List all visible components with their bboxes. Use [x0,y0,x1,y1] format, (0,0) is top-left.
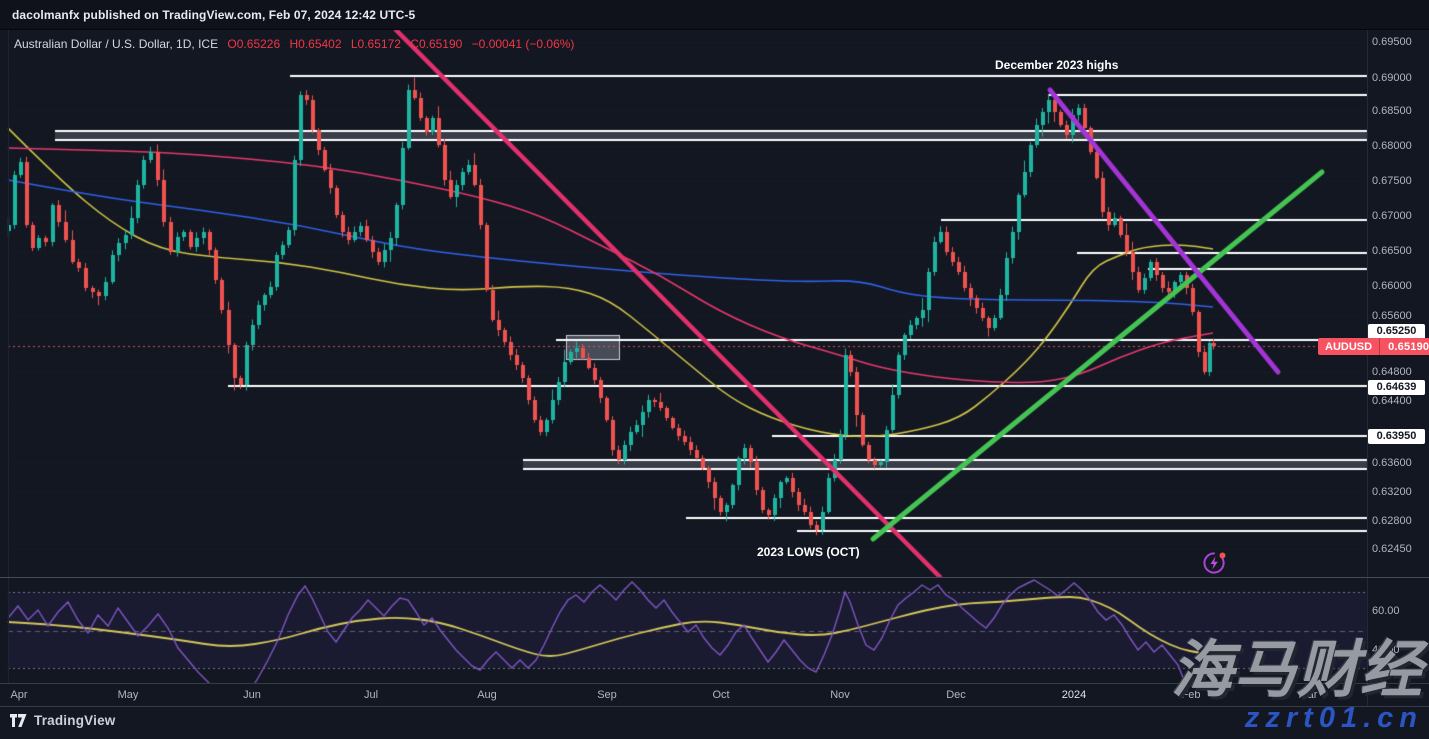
lightning-bolt-icon [1203,552,1226,574]
time-tick-label: Oct [712,689,730,701]
ohlc-high: H0.65402 [289,37,342,51]
tradingview-logo-icon [10,713,27,727]
price-tick-label: 0.64400 [1372,395,1412,407]
time-axis-divider [0,683,1429,684]
price-tick-label: 0.62450 [1372,543,1412,555]
last-price-symbol: AUDUSD [1325,340,1373,353]
tradingview-attribution[interactable]: TradingView [10,713,115,728]
price-tick-label: 0.63200 [1372,486,1412,498]
published-bar: dacolmanfx published on TradingView.com,… [0,0,1429,30]
last-price-badge: AUDUSD 0.65190 [1318,338,1429,355]
price-tick-label: 0.63600 [1372,457,1412,469]
time-tick-label: Jul [363,689,379,701]
ohlc-low: L0.65172 [350,37,401,51]
price-tick-label: 0.62800 [1372,515,1412,527]
rsi-tick-label: 60.00 [1372,605,1400,617]
change-value: −0.00041 (−0.06%) [471,37,575,51]
footer-divider [0,706,1429,707]
symbol-ohlc-bar: Australian Dollar / U.S. Dollar, 1D, ICE… [14,37,574,51]
time-tick-label: Dec [946,689,966,701]
price-tick-label: 0.67500 [1372,175,1412,187]
price-tick-label: 0.66500 [1372,245,1412,257]
price-tick-label: 0.69000 [1372,72,1412,84]
time-tick-label: 2024 [1061,689,1087,701]
price-tick-label: 0.68500 [1372,105,1412,117]
time-tick-label: Mar [1298,689,1318,701]
price-level-badge: 0.64639 [1368,379,1425,395]
price-tick-label: 0.67000 [1372,210,1412,222]
symbol-title: Australian Dollar / U.S. Dollar, 1D, ICE [14,37,219,51]
time-tick-label: Nov [830,689,850,701]
price-tick-label: 0.69500 [1372,36,1412,48]
annotation-december-highs: December 2023 highs [995,58,1119,72]
ohlc-open: O0.65226 [227,37,281,51]
price-tick-label: 0.64800 [1372,366,1412,378]
price-level-badge: 0.65250 [1368,323,1425,339]
time-tick-label: May [117,689,139,701]
last-price-value: 0.65190 [1388,340,1429,353]
price-level-badge: 0.63950 [1368,428,1425,444]
time-tick-label: Apr [10,689,28,701]
price-tick-label: 0.65600 [1372,310,1412,322]
ohlc-close: C0.65190 [410,37,463,51]
rsi-tick-label: 40.00 [1372,644,1400,656]
tradingview-brand-text: TradingView [34,713,116,728]
time-tick-label: Feb [1181,689,1201,701]
pane-left-border [8,30,9,683]
annotation-2023-lows: 2023 LOWS (OCT) [757,545,860,559]
published-text: dacolmanfx published on TradingView.com,… [12,8,416,22]
time-tick-label: Sep [597,689,617,701]
price-tick-label: 0.66000 [1372,280,1412,292]
price-tick-label: 0.68000 [1372,140,1412,152]
time-tick-label: Aug [477,689,497,701]
rsi-pane-divider[interactable] [0,577,1429,578]
badge-separator [1379,338,1381,355]
time-tick-label: Jun [243,689,261,701]
price-axis-border [1367,30,1368,706]
